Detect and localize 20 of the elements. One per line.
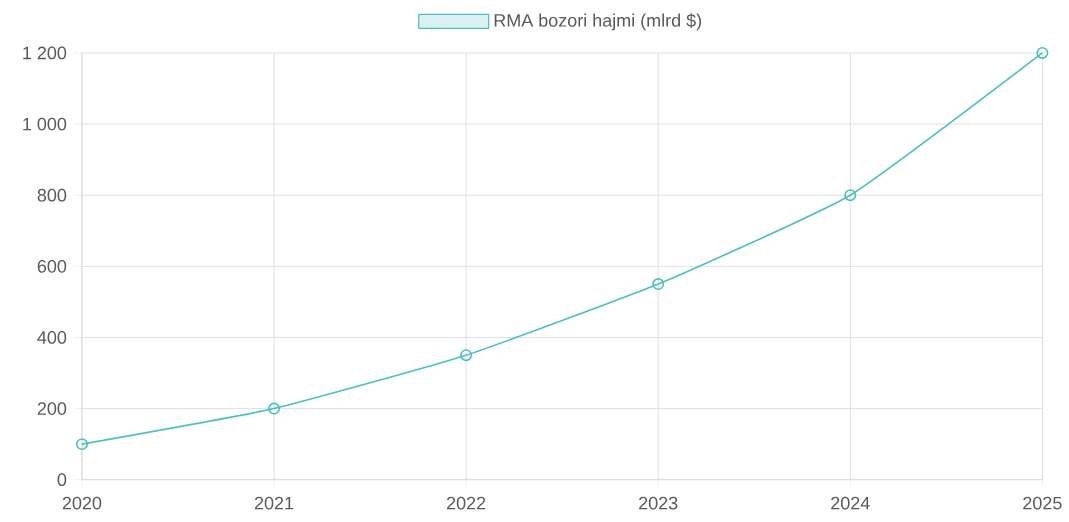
point	[652, 278, 665, 291]
point	[844, 189, 857, 202]
point	[75, 438, 88, 451]
y-tick-label: 600	[37, 260, 67, 273]
y-tick-label: 800	[37, 188, 67, 202]
y-tick-label: 1 200	[23, 46, 67, 60]
x-tick-label: 2021	[254, 496, 294, 510]
x-tick-label: 2024	[831, 496, 870, 510]
x-tick-label: 2025	[1023, 496, 1062, 510]
point	[1036, 47, 1049, 60]
point	[268, 402, 281, 415]
y-tick-label: 0	[57, 473, 67, 487]
legend-label: RMA bozori hajmi (mlrd $)	[494, 13, 702, 31]
y-tick-label: 200	[37, 402, 67, 416]
y-tick-label: 1 000	[23, 117, 67, 131]
x-tick-label: 2022	[447, 496, 486, 510]
x-tick-label: 2020	[62, 496, 102, 510]
y-tick-label: 400	[37, 331, 67, 344]
point	[460, 349, 473, 362]
x-tick-label: 2023	[639, 496, 678, 510]
